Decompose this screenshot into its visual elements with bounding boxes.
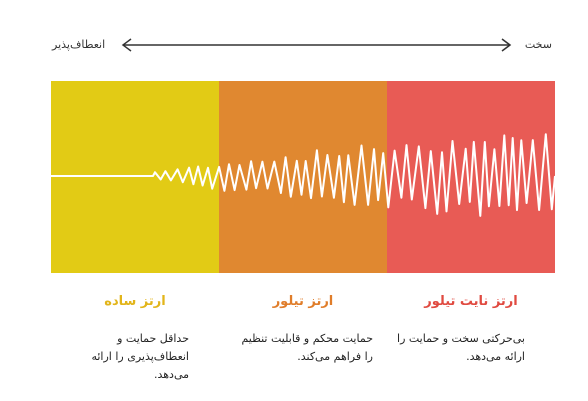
vibration-wave	[51, 133, 555, 217]
section-title-knight-taylor: ارتز نایت تیلور	[424, 294, 518, 309]
desc-line: بی‌حرکتی سخت و حمایت را	[397, 332, 525, 345]
section-desc-simple: حداقل حمایت و انعطاف‌پذیری را ارائه می‌د…	[91, 330, 189, 384]
rigidity-spectrum	[51, 81, 555, 273]
flexible-label: انعطاف‌پذیر	[52, 38, 106, 51]
desc-line: حمایت محکم و قابلیت تنظیم	[241, 332, 373, 345]
desc-line: می‌دهد.	[153, 368, 189, 381]
desc-line: حداقل حمایت و	[117, 332, 189, 345]
double-arrow-icon	[121, 38, 512, 52]
section-title-taylor: ارتز تیلور	[272, 294, 334, 309]
section-desc-taylor: حمایت محکم و قابلیت تنظیم را فراهم می‌کن…	[241, 330, 373, 366]
desc-line: را فراهم می‌کند.	[297, 350, 373, 363]
section-taylor: ارتز تیلور حمایت محکم و قابلیت تنظیم را …	[219, 294, 387, 363]
desc-line: انعطاف‌پذیری را ارائه	[91, 350, 189, 363]
section-desc-knight-taylor: بی‌حرکتی سخت و حمایت را ارائه می‌دهد.	[397, 330, 525, 366]
section-title-simple: ارتز ساده	[104, 294, 166, 309]
section-knight-taylor: ارتز نایت تیلور بی‌حرکتی سخت و حمایت را …	[387, 294, 555, 363]
rigid-label: سخت	[524, 38, 552, 51]
desc-line: ارائه می‌دهد.	[466, 350, 525, 363]
section-simple: ارتز ساده حداقل حمایت و انعطاف‌پذیری را …	[51, 294, 219, 381]
